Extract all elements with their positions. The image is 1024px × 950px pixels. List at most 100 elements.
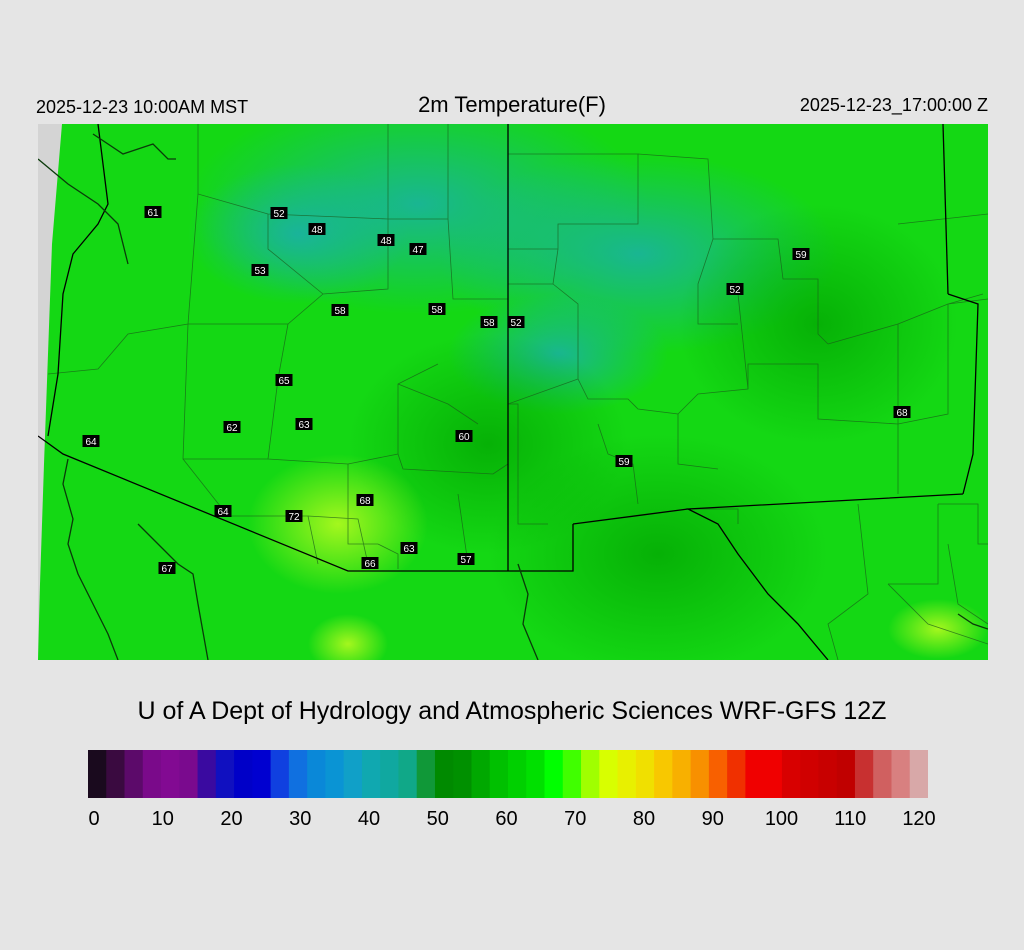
station-value: 58 bbox=[334, 306, 346, 317]
station-value: 48 bbox=[311, 225, 323, 236]
rivers-and-coastline bbox=[38, 133, 988, 660]
station-label: 58 bbox=[480, 316, 498, 329]
colorbar-swatch bbox=[106, 750, 126, 798]
colorbar-swatch bbox=[270, 750, 290, 798]
station-value: 58 bbox=[431, 305, 443, 316]
colorbar-swatch bbox=[854, 750, 874, 798]
colorbar-swatch bbox=[763, 750, 783, 798]
colorbar-swatch bbox=[909, 750, 928, 798]
station-value: 52 bbox=[729, 285, 741, 296]
station-label: 66 bbox=[361, 557, 379, 570]
colorbar-swatch bbox=[544, 750, 564, 798]
colorbar-tick-label: 20 bbox=[220, 808, 243, 830]
station-value: 60 bbox=[458, 432, 470, 443]
colorbar-swatch bbox=[434, 750, 454, 798]
station-value: 52 bbox=[273, 209, 285, 220]
colorbar-tick-label: 120 bbox=[902, 808, 936, 830]
colorbar-swatch bbox=[526, 750, 546, 798]
station-value: 63 bbox=[403, 544, 415, 555]
station-value: 72 bbox=[288, 512, 300, 523]
station-label: 64 bbox=[214, 505, 232, 518]
colorbar-swatch bbox=[307, 750, 326, 798]
colorbar-swatch bbox=[343, 750, 363, 798]
station-label: 58 bbox=[331, 304, 349, 317]
station-label: 47 bbox=[409, 243, 427, 256]
colorbar-swatch bbox=[88, 750, 107, 798]
station-label: 59 bbox=[615, 455, 633, 468]
colorbar-swatch bbox=[215, 750, 235, 798]
colorbar-tick-label: 50 bbox=[426, 808, 449, 830]
station-value: 57 bbox=[460, 555, 472, 566]
station-value: 64 bbox=[217, 507, 229, 518]
temperature-map: 61 52 48 48 47 53 58 58 58 52 59 52 65 62 63 60 64 59 68 68… bbox=[38, 124, 988, 660]
colorbar-swatch bbox=[179, 750, 199, 798]
station-label: 60 bbox=[455, 430, 473, 443]
station-label: 48 bbox=[308, 223, 326, 236]
station-value: 62 bbox=[226, 423, 238, 434]
colorbar-swatch bbox=[161, 750, 180, 798]
station-value: 61 bbox=[147, 208, 159, 219]
station-labels: 61 52 48 48 47 53 58 58 58 52 59 52 65 62 63 60 64 59 68 68… bbox=[82, 206, 911, 575]
colorbar-tick-label: 80 bbox=[632, 808, 656, 830]
colorbar-swatch bbox=[471, 750, 491, 798]
station-value: 58 bbox=[483, 318, 495, 329]
colorbar-swatch bbox=[617, 750, 637, 798]
colorbar-swatch bbox=[873, 750, 893, 798]
colorbar-swatch bbox=[708, 750, 728, 798]
station-label: 72 bbox=[285, 510, 303, 523]
colorbar-tick-label: 10 bbox=[151, 808, 174, 830]
colorbar-swatch bbox=[197, 750, 217, 798]
colorbar-tick-label: 100 bbox=[764, 808, 799, 830]
station-value: 68 bbox=[896, 408, 908, 419]
utc-time-label: 2025-12-23_17:00:00 Z bbox=[799, 95, 988, 115]
colorbar-swatch bbox=[800, 750, 820, 798]
colorbar-swatch bbox=[781, 750, 801, 798]
station-value: 67 bbox=[161, 564, 173, 575]
colorbar-swatch bbox=[489, 750, 509, 798]
colorbar-swatch bbox=[142, 750, 162, 798]
model-credit: U of A Dept of Hydrology and Atmospheric… bbox=[137, 697, 887, 725]
colorbar-swatch bbox=[654, 750, 673, 798]
station-value: 59 bbox=[618, 457, 630, 468]
station-value: 53 bbox=[254, 266, 266, 277]
colorbar-swatch bbox=[508, 750, 527, 798]
station-label: 68 bbox=[893, 406, 911, 419]
station-label: 63 bbox=[400, 542, 418, 555]
station-value: 66 bbox=[364, 559, 376, 570]
station-label: 68 bbox=[356, 494, 374, 507]
state-boundaries bbox=[38, 124, 979, 660]
colorbar-swatch bbox=[380, 750, 400, 798]
station-value: 48 bbox=[380, 236, 392, 247]
colorbar-swatch bbox=[562, 750, 582, 798]
temperature-field-shading bbox=[188, 124, 988, 660]
colorbar-tick-label: 30 bbox=[289, 808, 312, 830]
station-label: 52 bbox=[270, 207, 288, 220]
station-label: 59 bbox=[792, 248, 810, 261]
local-time-label: 2025-12-23 10:00AM MST bbox=[36, 97, 249, 117]
colorbar-swatch bbox=[745, 750, 765, 798]
station-value: 65 bbox=[278, 376, 290, 387]
station-label: 58 bbox=[428, 303, 446, 316]
colorbar-swatch bbox=[672, 750, 692, 798]
colorbar-tick-label: 60 bbox=[495, 808, 518, 830]
colorbar-swatch bbox=[124, 750, 144, 798]
colorbar-swatch bbox=[836, 750, 856, 798]
station-value: 68 bbox=[359, 496, 371, 507]
colorbar-swatch bbox=[599, 750, 619, 798]
colorbar-tick-label: 0 bbox=[88, 808, 100, 830]
colorbar-swatch bbox=[635, 750, 655, 798]
county-boundaries bbox=[47, 124, 988, 660]
colorbar-swatch bbox=[891, 750, 911, 798]
station-label: 53 bbox=[251, 264, 269, 277]
colorbar-swatch bbox=[581, 750, 600, 798]
colorbar-tick-label: 40 bbox=[357, 808, 381, 830]
colorbar-swatch bbox=[234, 750, 253, 798]
colorbar-swatch bbox=[398, 750, 418, 798]
colorbar-swatch bbox=[361, 750, 381, 798]
colorbar-tick-label: 70 bbox=[564, 808, 587, 830]
colorbar-swatch bbox=[325, 750, 345, 798]
station-label: 62 bbox=[223, 421, 241, 434]
colorbar-ticks: 0 10 20 30 40 50 60 70 80 90 100 110 120 bbox=[0, 808, 1024, 838]
station-label: 64 bbox=[82, 435, 100, 448]
colorbar-swatch bbox=[690, 750, 710, 798]
